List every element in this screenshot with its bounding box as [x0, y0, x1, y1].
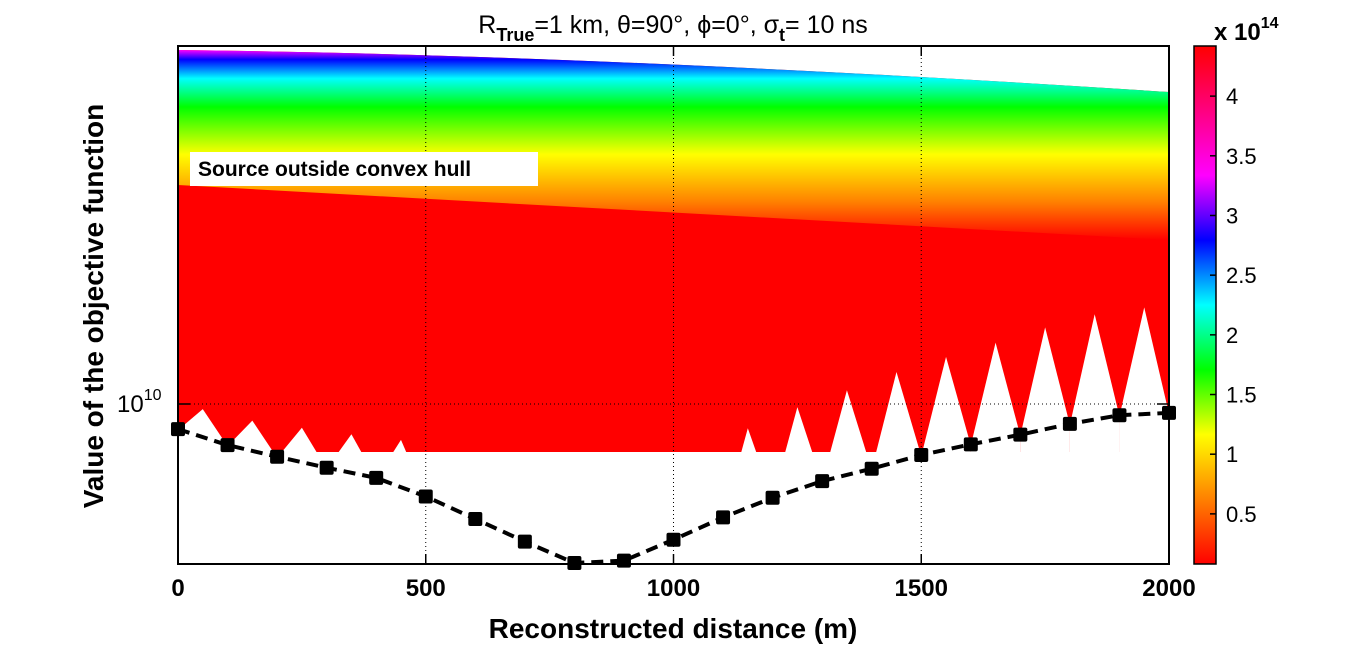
series-group: [171, 405, 1176, 570]
colorbar-tick-label: 3.5: [1226, 144, 1257, 169]
y-axis-label: Value of the objective function: [78, 104, 109, 509]
colorbar-multiplier: x 1014: [1214, 15, 1279, 46]
plot-area: [178, 46, 1169, 564]
series-point: [319, 460, 334, 475]
objective-function-surface-top: [178, 50, 1169, 240]
series-point: [220, 438, 235, 453]
series-point: [270, 449, 285, 464]
annotation-box: [190, 152, 538, 186]
colorbar-tick-label: 2.5: [1226, 263, 1257, 288]
sawtooth-gap: [326, 434, 377, 564]
series-point: [369, 470, 384, 485]
series-point: [765, 490, 780, 505]
series-point: [864, 461, 879, 476]
sawtooth-gap: [772, 407, 823, 564]
x-axis: 0 500 1000 1500 2000: [171, 46, 1196, 602]
series-point: [418, 489, 433, 504]
sawtooth-gap: [178, 409, 228, 564]
series-point: [468, 511, 483, 526]
colorbar-ticks: 0.5 1 1.5 2 2.5 3 3.5 4: [1210, 84, 1257, 527]
sawtooth-gap: [1069, 314, 1120, 564]
sawtooth-gap: [574, 504, 624, 564]
series-point: [963, 437, 978, 452]
sawtooth-gap: [425, 453, 476, 564]
x-tick-label: 1000: [647, 575, 700, 602]
series-point: [1013, 427, 1028, 442]
series-point: [616, 553, 631, 568]
sawtooth-gaps: [178, 307, 1169, 564]
x-tick-label: 500: [406, 575, 446, 602]
sawtooth-gap: [1020, 327, 1070, 564]
series-point: [567, 556, 582, 570]
series-point: [1062, 416, 1077, 431]
y-tick-label: 1010: [117, 387, 162, 418]
series-point: [666, 532, 681, 547]
x-axis-label: Reconstructed distance (m): [489, 613, 858, 644]
sawtooth-gap: [871, 371, 922, 564]
x-tick-label: 0: [171, 575, 184, 602]
colorbar-tick-label: 1: [1226, 442, 1238, 467]
sawtooth-gap: [970, 342, 1021, 564]
series-point: [517, 534, 532, 549]
sawtooth-gap: [1119, 307, 1169, 564]
series-point: [914, 447, 929, 462]
series-point: [171, 422, 185, 437]
sawtooth-gap: [623, 479, 674, 564]
edge-gap: [178, 430, 182, 564]
series-point: [1112, 408, 1127, 423]
series-point: [815, 474, 830, 489]
series-point: [716, 510, 731, 525]
x-tick-label: 2000: [1142, 575, 1195, 602]
colorbar-tick-label: 2: [1226, 323, 1238, 348]
sawtooth-gap: [475, 471, 525, 564]
colorbar-tick-label: 1.5: [1226, 383, 1257, 408]
sawtooth-gap: [921, 356, 971, 564]
sawtooth-gap: [227, 420, 278, 564]
annotation-label: Source outside convex hull: [198, 158, 471, 181]
sawtooth-gap: [277, 427, 327, 564]
colorbar-tick-label: 3: [1226, 203, 1238, 228]
sawtooth-gap: [723, 428, 773, 564]
x-tick-label: 1500: [895, 575, 948, 602]
sawtooth-gap: [822, 390, 872, 564]
chart-title: RTrue=1 km, θ=90°, ϕ=0°, σt= 10 ns: [478, 11, 867, 45]
colorbar: [1193, 45, 1217, 565]
sawtooth-gap: [376, 439, 426, 564]
colorbar-tick-label: 0.5: [1226, 502, 1257, 527]
sawtooth-gap: [524, 490, 575, 564]
colorbar-tick-label: 4: [1226, 84, 1238, 109]
series-point: [1162, 405, 1176, 420]
